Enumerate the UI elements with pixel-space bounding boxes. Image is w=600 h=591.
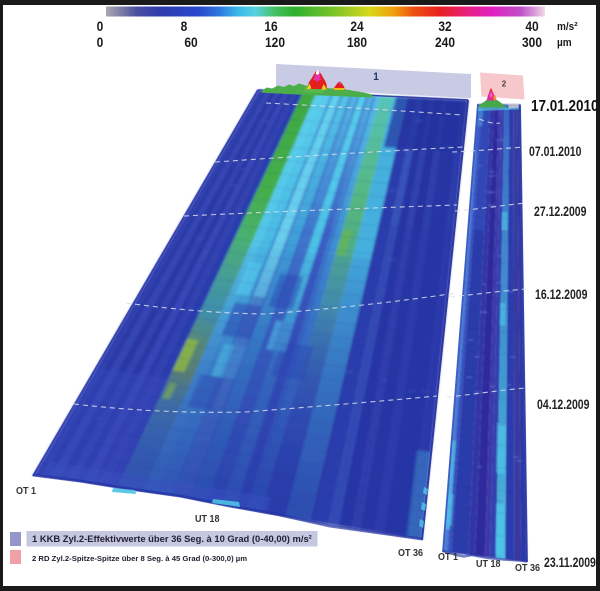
svg-text:04.12.2009: 04.12.2009: [537, 397, 590, 413]
svg-text:60: 60: [184, 34, 197, 50]
svg-text:180: 180: [347, 34, 367, 50]
svg-text:UT 18: UT 18: [476, 558, 501, 570]
svg-text:300: 300: [522, 34, 542, 50]
svg-text:240: 240: [435, 34, 455, 50]
svg-text:2: 2: [502, 79, 507, 88]
svg-text:0: 0: [97, 34, 104, 50]
svg-text:40: 40: [525, 18, 538, 34]
svg-text:17.01.2010: 17.01.2010: [531, 98, 598, 115]
svg-text:23.11.2009: 23.11.2009: [544, 555, 596, 571]
svg-text:16.12.2009: 16.12.2009: [535, 287, 588, 303]
svg-text:16: 16: [264, 18, 277, 34]
svg-text:07.01.2010: 07.01.2010: [529, 144, 582, 160]
svg-text:m/s²: m/s²: [557, 21, 578, 34]
svg-text:OT 36: OT 36: [515, 562, 541, 574]
svg-text:32: 32: [438, 18, 451, 34]
svg-text:27.12.2009: 27.12.2009: [534, 204, 587, 220]
svg-text:OT 1: OT 1: [438, 551, 459, 563]
svg-text:24: 24: [350, 18, 364, 34]
svg-text:OT 36: OT 36: [398, 547, 424, 559]
svg-text:120: 120: [265, 34, 285, 50]
svg-text:0: 0: [97, 18, 104, 34]
svg-text:1: 1: [373, 71, 379, 84]
svg-text:OT 1: OT 1: [16, 485, 37, 497]
svg-text:2 RD Zyl.2-Spitze-Spitze über: 2 RD Zyl.2-Spitze-Spitze über 8 Seg. à 4…: [32, 554, 247, 563]
svg-text:8: 8: [181, 18, 188, 34]
svg-text:1 KKB Zyl.2-Effektivwerte über: 1 KKB Zyl.2-Effektivwerte über 36 Seg. à…: [32, 533, 312, 544]
svg-text:UT 18: UT 18: [195, 513, 220, 525]
svg-text:µm: µm: [557, 37, 572, 50]
